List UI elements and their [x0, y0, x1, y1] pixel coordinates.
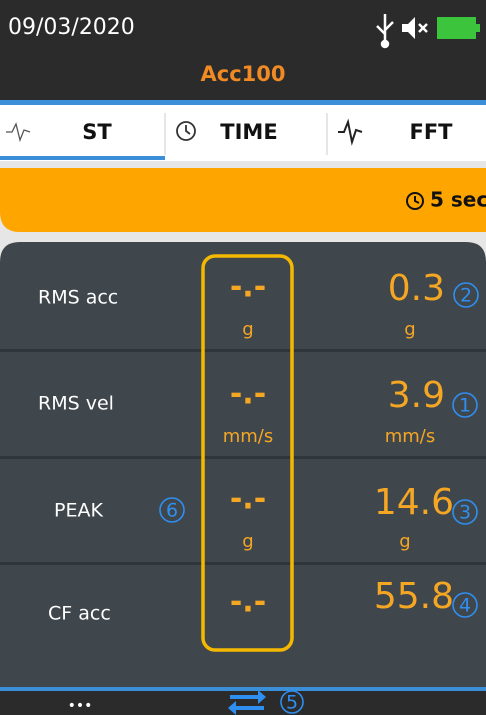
highlight-box	[201, 254, 294, 652]
annotation: 5	[286, 692, 298, 714]
right-value: 14.6	[374, 482, 454, 523]
usb-icon	[376, 14, 394, 49]
time-icon	[176, 121, 196, 141]
annotation: 1	[459, 395, 471, 417]
left-value: -.-	[230, 270, 266, 305]
menu[interactable]: •••	[68, 698, 93, 714]
annotation-circle	[452, 499, 478, 525]
row-label: CF acc	[48, 603, 111, 625]
left-unit: g	[242, 319, 253, 340]
divider	[0, 687, 486, 691]
tab-st[interactable]: ST	[82, 120, 112, 144]
annotation: 4	[459, 595, 471, 617]
timer-icon	[406, 192, 424, 210]
annotation-circle	[280, 690, 304, 714]
left-unit: g	[242, 531, 253, 552]
row-sep	[0, 456, 486, 459]
fft-icon	[338, 118, 363, 146]
battery-tip	[476, 24, 480, 32]
right-unit: g	[404, 319, 415, 340]
right-unit: g	[399, 531, 410, 552]
left-value: -.-	[230, 377, 266, 412]
timer-icon-hands	[414, 196, 420, 204]
values-panel	[0, 242, 486, 690]
divider	[0, 100, 486, 105]
date: 09/03/2020	[8, 15, 135, 40]
annotation: 3	[459, 502, 471, 524]
title: Acc100	[201, 62, 286, 86]
tab-fft[interactable]: FFT	[409, 120, 453, 144]
right-value: 0.3	[388, 268, 445, 309]
time-icon-hands	[185, 125, 191, 135]
battery-icon	[437, 17, 476, 39]
st-icon	[6, 122, 31, 143]
row-sep	[0, 562, 486, 565]
row-sep	[0, 349, 486, 352]
annotation-circle	[159, 497, 185, 523]
status-bar	[0, 0, 486, 100]
annotation-circle	[452, 592, 478, 618]
row-label: RMS vel	[38, 393, 114, 415]
tab-underline	[0, 156, 165, 160]
annotation: 6	[166, 500, 178, 522]
timer: 5 sec	[430, 188, 486, 212]
mute-icon	[402, 17, 428, 39]
tab-bar	[0, 105, 486, 161]
annotation: 2	[460, 285, 472, 307]
annotation-circle	[452, 392, 478, 418]
tab-time[interactable]: TIME	[220, 120, 277, 144]
right-value: 3.9	[388, 375, 445, 416]
right-unit: mm/s	[385, 426, 436, 447]
right-value: 55.8	[374, 576, 454, 617]
row-label: PEAK	[54, 500, 103, 522]
timer-bar	[0, 168, 486, 232]
annotation-circle	[453, 282, 479, 308]
left-unit: mm/s	[223, 426, 274, 447]
swap-icon[interactable]	[228, 690, 266, 715]
left-value: -.-	[230, 482, 266, 517]
row-label: RMS acc	[38, 287, 118, 309]
left-value: -.-	[230, 585, 266, 620]
